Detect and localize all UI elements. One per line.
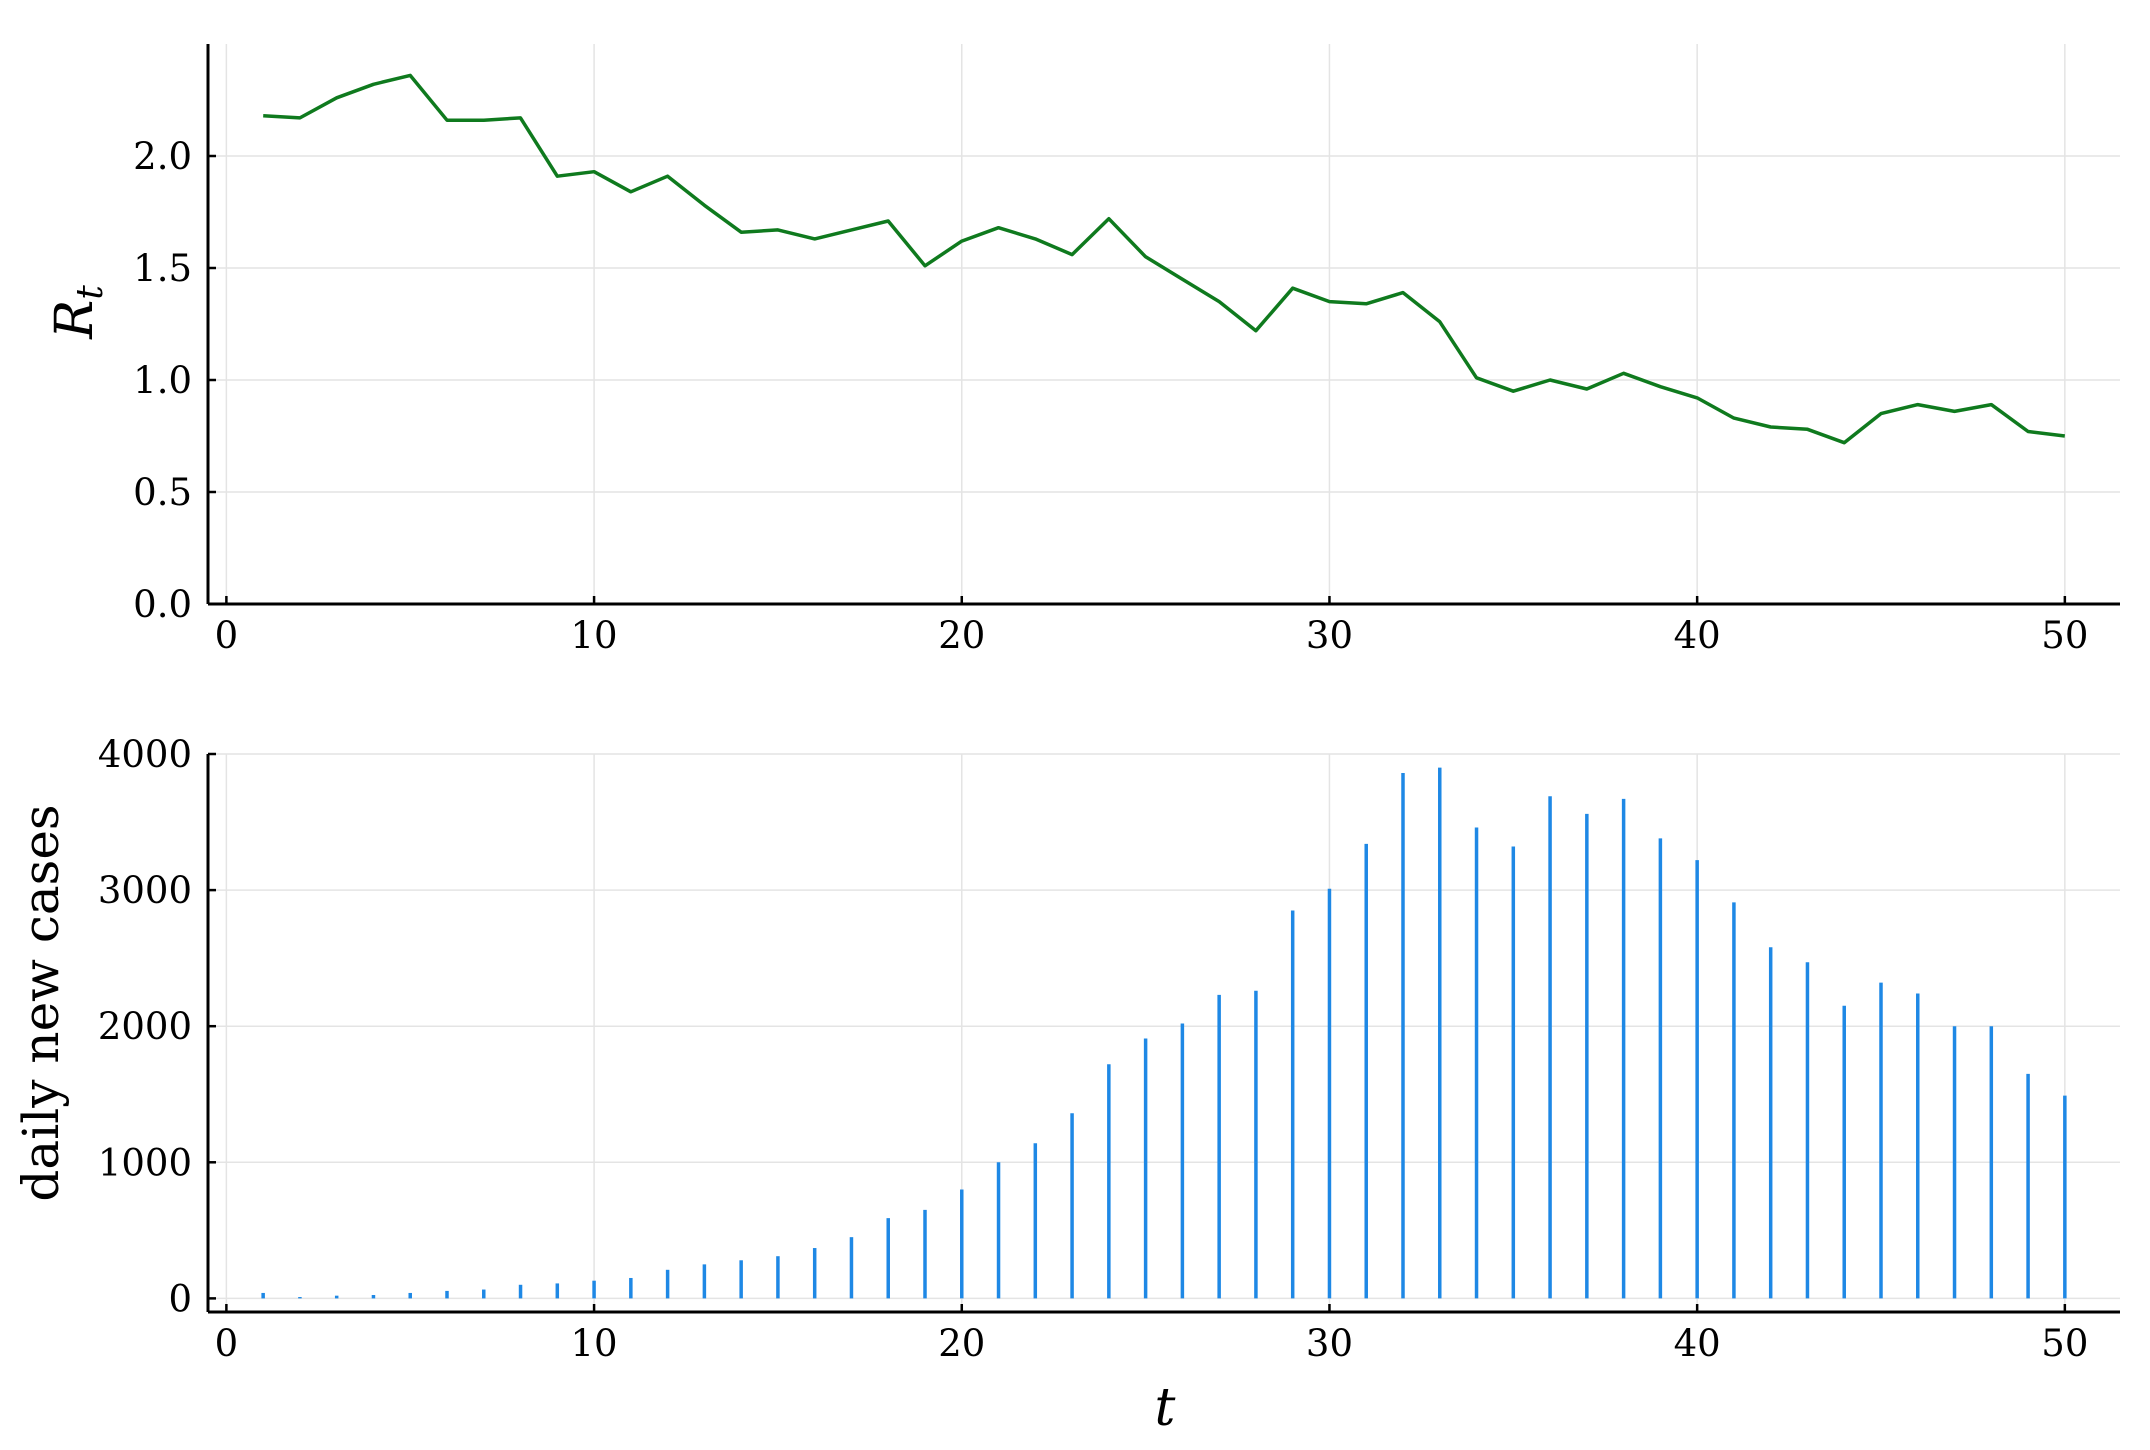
rt-x-tick-label: 50 (2041, 614, 2088, 657)
cases-x-axis-title: t (1155, 1378, 1176, 1438)
cases-x-tick-label: 30 (1306, 1322, 1353, 1365)
rt-y-tick-label: 1.5 (133, 247, 192, 290)
cases-x-tick-label: 50 (2041, 1322, 2088, 1365)
cases-tick-labels: 0 10 20 30 40 50 0 1000 2000 3000 4000 (98, 733, 2089, 1365)
rt-line (263, 73, 2066, 445)
rt-gridlines (208, 44, 2120, 605)
cases-y-tick-label: 3000 (98, 869, 192, 912)
rt-axes (206, 44, 2120, 606)
cases-x-tick-label: 20 (938, 1322, 985, 1365)
cases-x-tick-label: 10 (571, 1322, 618, 1365)
rt-y-tick-label: 0.0 (133, 583, 192, 626)
rt-y-tick-label: 2.0 (133, 135, 192, 178)
cases-y-axis-title: daily new cases (12, 804, 70, 1201)
cases-y-tick-label: 2000 (98, 1005, 192, 1048)
rt-series (263, 73, 2066, 445)
rt-ylabel-sub: t (70, 285, 111, 300)
rt-x-tick-label: 10 (571, 614, 618, 657)
cases-y-tick-label: 4000 (98, 733, 192, 776)
rt-ylabel-base: R (45, 300, 105, 340)
rt-x-tick-label: 30 (1306, 614, 1353, 657)
rt-x-tick-label: 0 (215, 614, 239, 657)
rt-y-axis-title: Rt (45, 285, 111, 340)
rt-x-tick-label: 20 (938, 614, 985, 657)
cases-y-tick-label: 0 (168, 1277, 192, 1320)
rt-tick-labels: 0 10 20 30 40 50 0.0 0.5 1.0 1.5 2.0 (133, 135, 2088, 657)
rt-line-chart: 0 10 20 30 40 50 0.0 0.5 1.0 1.5 2.0 Rt (45, 44, 2120, 657)
cases-bars (261, 767, 2067, 1299)
rt-x-tick-label: 40 (1674, 614, 1721, 657)
rt-y-tick-label: 0.5 (133, 471, 192, 514)
cases-gridlines (208, 753, 2120, 1312)
cases-axes (206, 752, 2120, 1314)
cases-y-tick-label: 1000 (98, 1141, 192, 1184)
cases-x-tick-label: 40 (1674, 1322, 1721, 1365)
cases-x-tick-label: 0 (215, 1322, 239, 1365)
daily-cases-chart: 0 10 20 30 40 50 0 1000 2000 3000 4000 daily new c… (12, 733, 2120, 1438)
rt-y-tick-label: 1.0 (133, 359, 192, 402)
